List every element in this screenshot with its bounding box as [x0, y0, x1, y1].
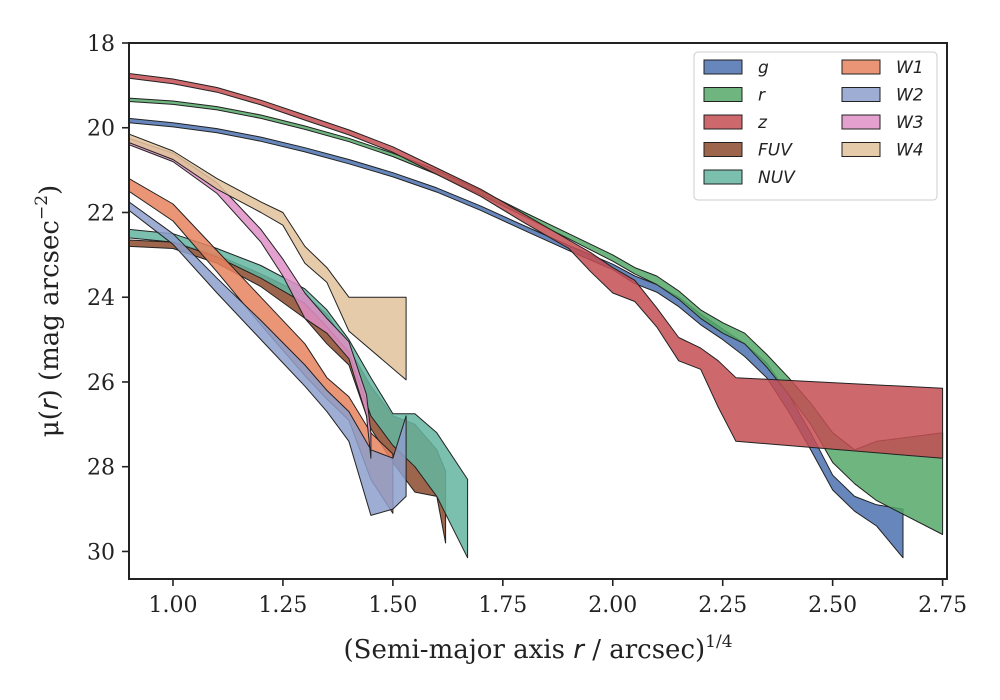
band-g — [129, 117, 904, 559]
x-tick-label: 1.50 — [368, 593, 417, 618]
x-tick-label: 2.50 — [808, 593, 857, 618]
band-w3 — [129, 137, 372, 459]
legend-label-z: z — [757, 113, 768, 133]
legend-label-nuv: NUV — [758, 168, 796, 188]
legend-swatch-w1 — [841, 59, 881, 75]
legend-label-fuv: FUV — [758, 141, 793, 161]
band-w2 — [129, 201, 407, 516]
x-axis: 1.00 1.25 1.50 1.75 2.00 2.25 2.50 2.75 — [148, 579, 967, 618]
legend-swatch-nuv — [703, 169, 743, 185]
legend-swatch-w3 — [841, 114, 881, 130]
legend-swatch-r — [703, 87, 743, 102]
x-tick-label: 2.25 — [698, 593, 747, 618]
y-tick-label: 26 — [87, 371, 115, 396]
x-tick-label: 1.25 — [258, 593, 307, 618]
x-tick-label: 1.75 — [478, 593, 527, 618]
legend-swatch-w4 — [841, 142, 881, 157]
legend-label-w2: W2 — [896, 86, 924, 106]
x-tick-label: 1.00 — [148, 593, 197, 618]
x-tick-label: 2.75 — [918, 593, 967, 618]
legend-swatch-g — [703, 59, 743, 75]
x-axis-label: (Semi-major axis r / arcsec)1/4 — [343, 632, 732, 665]
legend-swatch-z — [703, 114, 743, 130]
legend-label-w4: W4 — [896, 141, 924, 161]
band-w1 — [129, 178, 394, 514]
y-tick-label: 30 — [87, 540, 115, 565]
legend-swatch-fuv — [703, 142, 743, 157]
legend-label-w1: W1 — [896, 58, 924, 78]
y-tick-label: 20 — [87, 117, 115, 142]
x-tick-label: 2.00 — [588, 593, 637, 618]
legend-label-w3: W3 — [896, 113, 924, 133]
y-axis: 18 20 22 24 26 28 30 — [87, 32, 129, 565]
y-tick-label: 22 — [87, 201, 115, 226]
legend: grz FUV NUV W1 W2 W3 W4 — [693, 51, 938, 201]
band-nuv — [129, 228, 469, 559]
y-tick-label: 24 — [87, 286, 115, 311]
y-tick-label: 18 — [87, 32, 115, 57]
series-bands — [129, 73, 944, 559]
legend-label-r: r — [758, 86, 766, 106]
legend-swatch-w2 — [841, 87, 881, 102]
y-axis-label: μ(r) (mag arcsec−2) — [32, 185, 65, 437]
band-w4 — [129, 133, 407, 381]
y-tick-label: 28 — [87, 456, 115, 481]
band-z — [129, 73, 944, 459]
legend-label-g: g — [758, 58, 769, 78]
plot-frame — [128, 42, 948, 580]
